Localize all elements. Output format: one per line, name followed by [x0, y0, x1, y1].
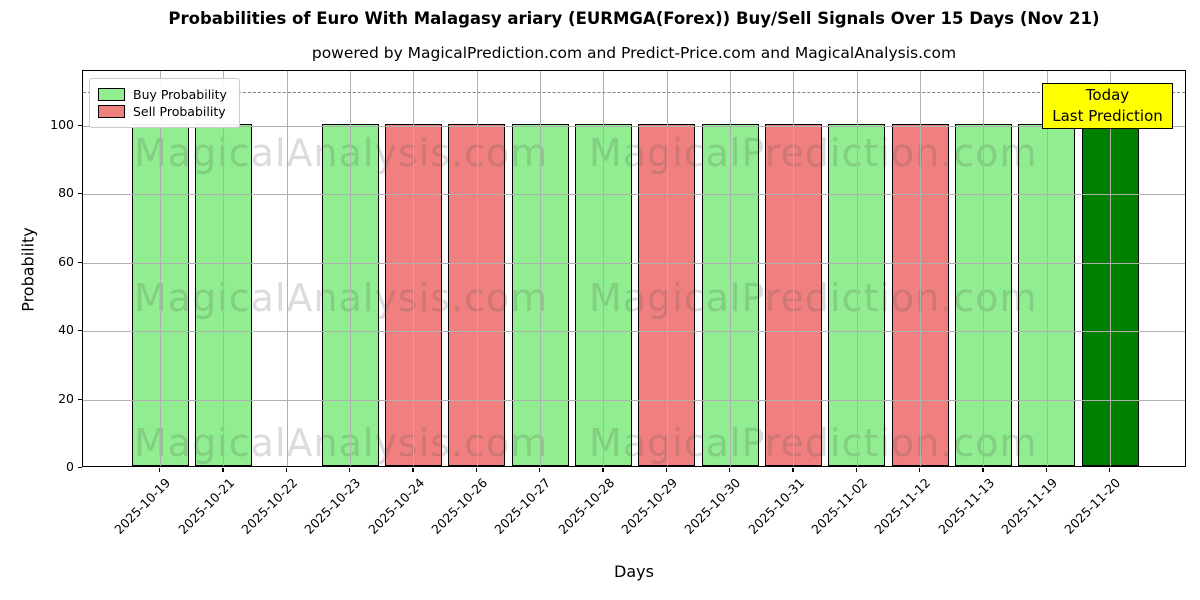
y-tick-label-60: 60	[58, 253, 74, 269]
sell-probability-swatch	[98, 105, 125, 118]
x-tick-mark	[602, 467, 604, 472]
x-tick-mark	[855, 467, 857, 472]
y-tick-mark	[77, 124, 82, 126]
x-tick-label-2025-10-31: 2025-10-31	[744, 475, 807, 537]
x-gridline	[856, 71, 858, 466]
x-tick-label-2025-11-19: 2025-11-19	[998, 475, 1061, 537]
x-gridline	[540, 71, 541, 466]
x-tick-mark	[665, 467, 667, 472]
y-gridline	[83, 194, 1185, 196]
legend-item-sell: Sell Probability	[98, 104, 227, 119]
x-tick-label-2025-10-23: 2025-10-23	[301, 475, 364, 537]
x-tick-mark	[1109, 467, 1111, 472]
y-tick-label-100: 100	[50, 116, 74, 132]
x-tick-mark	[919, 467, 921, 472]
x-tick-mark	[792, 467, 794, 472]
x-gridline	[286, 71, 288, 466]
y-tick-mark	[77, 261, 82, 263]
x-gridline	[1046, 71, 1048, 466]
y-tick-mark	[77, 398, 82, 400]
x-tick-mark	[222, 467, 224, 472]
plot-area: Buy Probability Sell Probability Today L…	[82, 70, 1186, 467]
x-gridline	[476, 71, 478, 466]
x-tick-label-2025-11-02: 2025-11-02	[808, 475, 871, 537]
y-gridline	[83, 399, 1185, 401]
y-tick-mark	[77, 467, 82, 469]
y-tick-label-0: 0	[66, 459, 74, 474]
x-tick-label-2025-10-28: 2025-10-28	[554, 475, 617, 537]
legend-label-buy: Buy Probability	[133, 87, 227, 102]
y-tick-mark	[77, 193, 82, 195]
legend-item-buy: Buy Probability	[98, 87, 227, 102]
x-gridline	[793, 71, 795, 466]
x-tick-label-2025-10-26: 2025-10-26	[428, 475, 491, 537]
watermark-analysis: MagicalAnalysis.com	[134, 131, 549, 175]
legend: Buy Probability Sell Probability	[89, 78, 240, 128]
threshold-dashed-line	[83, 91, 1185, 93]
y-gridline	[83, 125, 1185, 127]
y-tick-label-20: 20	[58, 390, 74, 406]
today-last-prediction-annotation: Today Last Prediction	[1042, 83, 1173, 129]
x-tick-label-2025-10-30: 2025-10-30	[681, 475, 744, 537]
x-gridline	[413, 71, 415, 466]
watermark-prediction: MagicalPrediction.com	[589, 276, 1038, 320]
x-tick-mark	[412, 467, 414, 472]
x-tick-label-2025-10-19: 2025-10-19	[111, 475, 174, 537]
y-tick-label-80: 80	[58, 185, 74, 201]
x-tick-label-2025-10-22: 2025-10-22	[238, 475, 301, 537]
x-tick-label-2025-11-20: 2025-11-20	[1061, 475, 1124, 537]
x-tick-label-2025-10-29: 2025-10-29	[618, 475, 681, 537]
x-gridline	[730, 71, 731, 466]
legend-label-sell: Sell Probability	[133, 104, 226, 119]
x-gridline	[920, 71, 921, 466]
x-tick-label-2025-11-12: 2025-11-12	[871, 475, 934, 537]
y-gridline	[83, 262, 1185, 264]
x-tick-label-2025-10-21: 2025-10-21	[174, 475, 237, 537]
x-tick-label-2025-11-13: 2025-11-13	[934, 475, 997, 537]
y-tick-label-40: 40	[58, 322, 74, 338]
x-tick-label-2025-10-24: 2025-10-24	[364, 475, 427, 537]
x-tick-mark	[159, 467, 161, 472]
chart-subtitle: powered by MagicalPrediction.com and Pre…	[311, 44, 957, 62]
x-gridline	[160, 71, 161, 466]
x-gridline	[983, 71, 985, 466]
watermark-prediction: MagicalPrediction.com	[589, 421, 1038, 465]
x-tick-mark	[1045, 467, 1047, 472]
chart-title: Probabilities of Euro With Malagasy aria…	[168, 9, 1100, 28]
annotation-line-today: Today	[1085, 86, 1130, 104]
x-gridline	[1110, 71, 1111, 466]
x-gridline	[603, 71, 605, 466]
buy-probability-swatch	[98, 88, 125, 101]
x-tick-label-2025-10-27: 2025-10-27	[491, 475, 554, 537]
x-gridline	[666, 71, 668, 466]
y-gridline	[83, 331, 1185, 333]
watermark-analysis: MagicalAnalysis.com	[134, 276, 549, 320]
x-tick-mark	[982, 467, 984, 472]
y-tick-mark	[77, 330, 82, 332]
x-tick-mark	[729, 467, 731, 472]
x-gridline	[223, 71, 225, 466]
x-axis-label: Days	[614, 562, 654, 581]
x-tick-mark	[539, 467, 541, 472]
x-tick-mark	[285, 467, 287, 472]
x-tick-mark	[475, 467, 477, 472]
watermark-analysis: MagicalAnalysis.com	[134, 421, 549, 465]
watermark-prediction: MagicalPrediction.com	[589, 131, 1038, 175]
x-tick-mark	[349, 467, 351, 472]
annotation-line-last-prediction: Last Prediction	[1052, 107, 1163, 125]
x-gridline	[350, 71, 351, 466]
